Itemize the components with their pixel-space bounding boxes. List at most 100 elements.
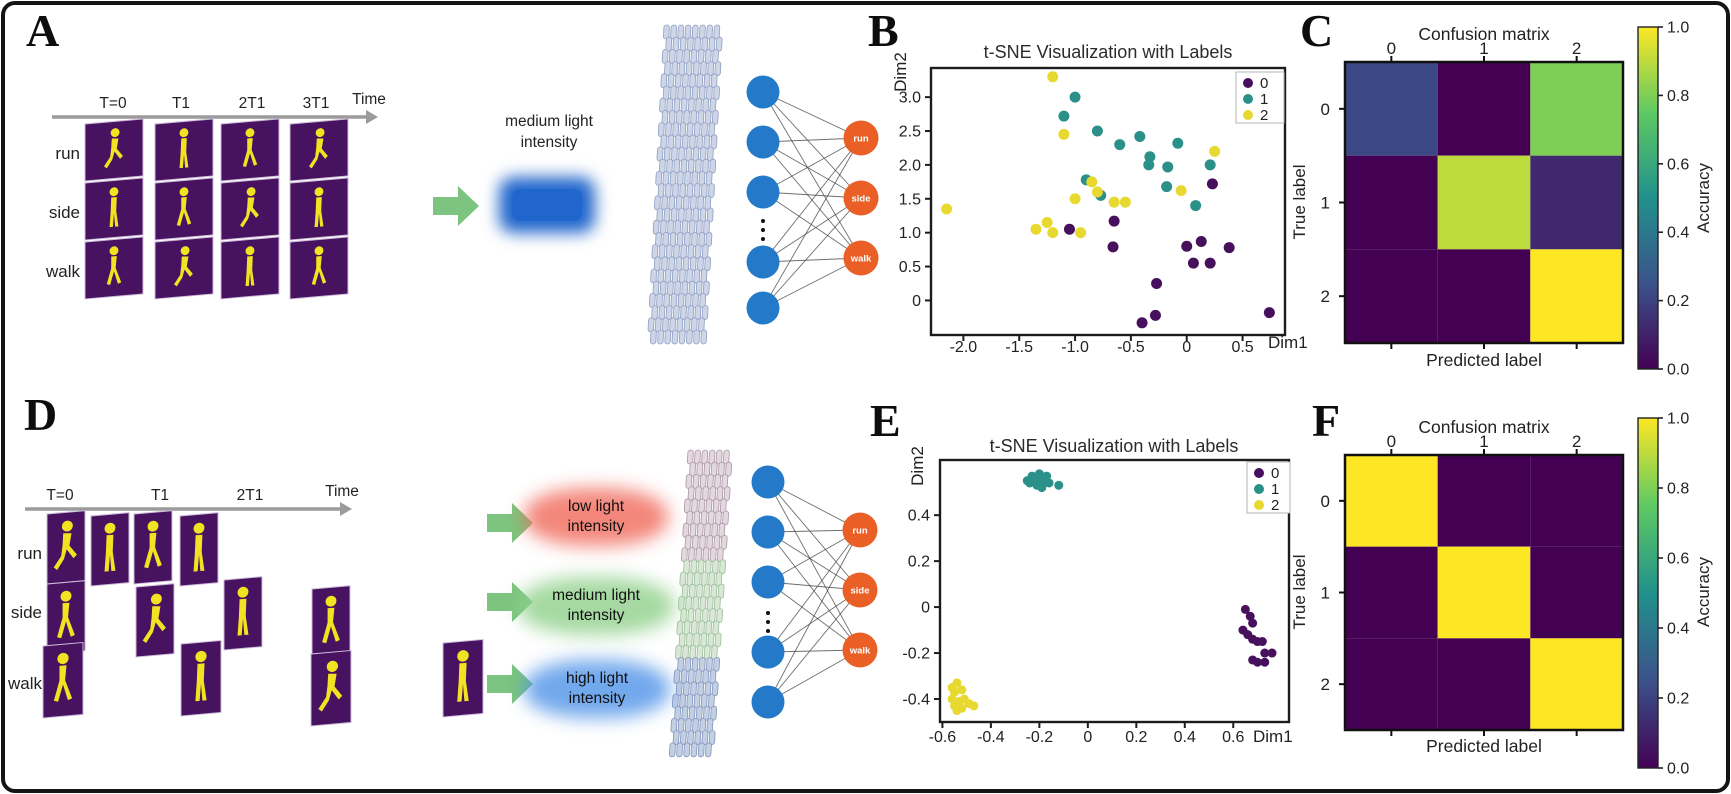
pose-frame xyxy=(310,649,352,727)
scatter-point xyxy=(1195,235,1207,247)
scatter-point xyxy=(1022,476,1032,486)
scatter-point xyxy=(1091,125,1103,137)
pose-frame xyxy=(42,641,84,719)
y-axis-label: Dim2 xyxy=(908,446,927,486)
output-node-label: run xyxy=(852,526,868,537)
pose-frame xyxy=(46,510,86,585)
scatter-point xyxy=(1260,657,1270,667)
scatter-point xyxy=(1190,200,1202,212)
pose-frame xyxy=(220,236,280,300)
person-silhouette-icon xyxy=(193,522,205,572)
y-tick-label: 0.4 xyxy=(908,508,930,525)
scatter-point xyxy=(1063,223,1075,235)
scatter-point xyxy=(1047,227,1059,239)
person-silhouette-icon xyxy=(242,128,258,167)
scatter-point xyxy=(1144,151,1156,163)
network-connection xyxy=(762,191,862,259)
pose-frame xyxy=(154,118,214,182)
network-connection xyxy=(767,649,861,703)
y-tick-label: 1.0 xyxy=(899,225,921,242)
scatter-point xyxy=(1091,186,1103,198)
person-silhouette-icon xyxy=(314,187,324,228)
colorbar-tick-label: 0.8 xyxy=(1667,481,1689,498)
scatter-point xyxy=(1069,91,1081,103)
timeline-tick-label: T1 xyxy=(172,95,190,112)
panel-label-c: C xyxy=(1300,5,1334,56)
row-label: 1 xyxy=(1321,194,1330,213)
timeline-tick-label: 2T1 xyxy=(237,487,264,504)
panel-a-timeline: T=0 T1 2T1 3T1 Time xyxy=(52,91,386,124)
y-tick-label: 2.5 xyxy=(899,124,921,141)
person-silhouette-icon xyxy=(457,650,469,702)
network-connection xyxy=(767,529,861,583)
legend-label: 1 xyxy=(1260,91,1268,108)
network-connection xyxy=(762,91,862,259)
matrix-cell xyxy=(1345,249,1438,343)
scatter-point xyxy=(1151,277,1163,289)
output-node xyxy=(843,240,879,276)
matrix-cell xyxy=(1437,546,1531,639)
legend-label: 0 xyxy=(1260,75,1268,92)
pose-frame xyxy=(84,177,144,241)
hidden-neuron xyxy=(746,291,780,325)
scatter-point xyxy=(1030,223,1042,235)
panel-d-frames: run side walk xyxy=(7,510,484,727)
scatter-point xyxy=(957,685,967,695)
network-connection xyxy=(767,529,861,653)
person-silhouette-icon xyxy=(57,590,75,639)
ellipsis-dots-icon xyxy=(766,620,770,624)
person-silhouette-icon xyxy=(179,128,189,169)
scatter-point xyxy=(1044,478,1054,488)
colorbar-tick-label: 1.0 xyxy=(1667,411,1689,428)
timeline-tick-label: T=0 xyxy=(99,95,127,112)
scatter-point xyxy=(1108,215,1120,227)
scatter-point xyxy=(1143,159,1155,171)
colorbar-tick-label: 1.0 xyxy=(1667,20,1689,37)
pose-frame xyxy=(289,177,349,241)
scatter-point xyxy=(1209,145,1221,157)
colorbar xyxy=(1637,26,1659,370)
scatter-point xyxy=(1058,128,1070,140)
pose-frame xyxy=(133,510,173,585)
matrix-cell xyxy=(1530,155,1623,250)
timeline-axis-label: Time xyxy=(325,483,359,500)
row-label: run xyxy=(55,144,80,163)
ellipsis-dots-icon xyxy=(761,228,765,232)
pose-frame xyxy=(90,512,130,587)
scatter-point xyxy=(1034,469,1044,479)
y-tick-label: 2.0 xyxy=(899,157,921,174)
scatter-point xyxy=(1162,161,1174,173)
scatter-point xyxy=(1058,110,1070,122)
pose-frame xyxy=(289,236,349,300)
legend-marker xyxy=(1243,78,1253,88)
ellipsis-dots-icon xyxy=(766,611,770,615)
colorbar-tick-label: 0.0 xyxy=(1667,761,1689,778)
legend-label: 2 xyxy=(1260,107,1268,124)
network-connection xyxy=(767,589,861,653)
scatter-point xyxy=(1187,257,1199,269)
scatter-point xyxy=(941,203,953,215)
matrix-cell xyxy=(1530,638,1623,730)
person-silhouette-icon xyxy=(318,660,343,712)
column-label: 1 xyxy=(1479,39,1488,58)
network-connection xyxy=(762,197,862,309)
timeline-tick-label: 3T1 xyxy=(303,95,330,112)
chart-title: Confusion matrix xyxy=(1418,24,1550,44)
x-tick-label: 0 xyxy=(1083,729,1092,746)
column-label: 0 xyxy=(1387,432,1396,451)
low-light-label: low light intensity xyxy=(538,497,654,537)
colorbar xyxy=(1637,417,1659,769)
x-tick-label: -0.5 xyxy=(1117,339,1145,356)
panel-a-frames: run side walk xyxy=(45,118,349,300)
scatter-point xyxy=(1041,217,1053,229)
scatter-point xyxy=(1223,242,1235,254)
person-silhouette-icon xyxy=(308,128,328,169)
person-silhouette-icon xyxy=(106,246,122,285)
pose-frame xyxy=(179,512,219,587)
x-tick-label: -0.6 xyxy=(929,729,957,746)
scatter-point xyxy=(1037,483,1047,493)
ellipsis-dots-icon xyxy=(761,237,765,241)
timeline-tick-label: T1 xyxy=(151,487,169,504)
output-node xyxy=(843,180,879,216)
pose-frame xyxy=(84,118,144,182)
